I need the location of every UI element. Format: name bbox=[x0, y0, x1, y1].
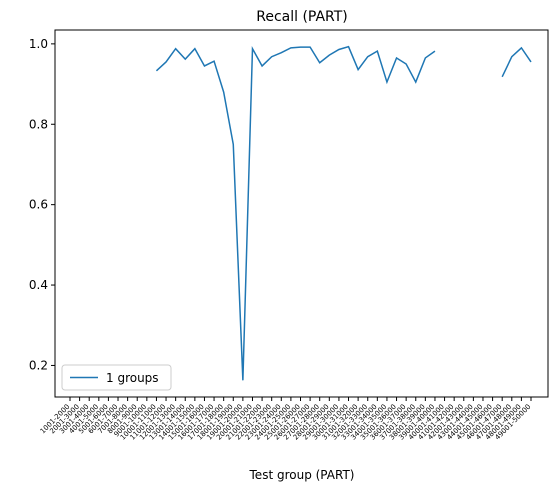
y-tick-label: 0.6 bbox=[29, 198, 48, 212]
x-axis-label: Test group (PART) bbox=[249, 468, 355, 482]
legend-box bbox=[61, 364, 172, 391]
line-series bbox=[155, 45, 436, 381]
line-series bbox=[501, 46, 532, 78]
y-tick-label: 0.8 bbox=[29, 117, 48, 131]
y-tick-label: 1.0 bbox=[29, 37, 48, 51]
legend-label: 1 groups bbox=[106, 371, 159, 385]
legend: 1 groups bbox=[61, 364, 172, 391]
y-tick-label: 0.2 bbox=[29, 358, 48, 372]
y-tick-label: 0.4 bbox=[29, 278, 48, 292]
plot-frame bbox=[54, 29, 549, 398]
chart-title: Recall (PART) bbox=[256, 9, 348, 25]
